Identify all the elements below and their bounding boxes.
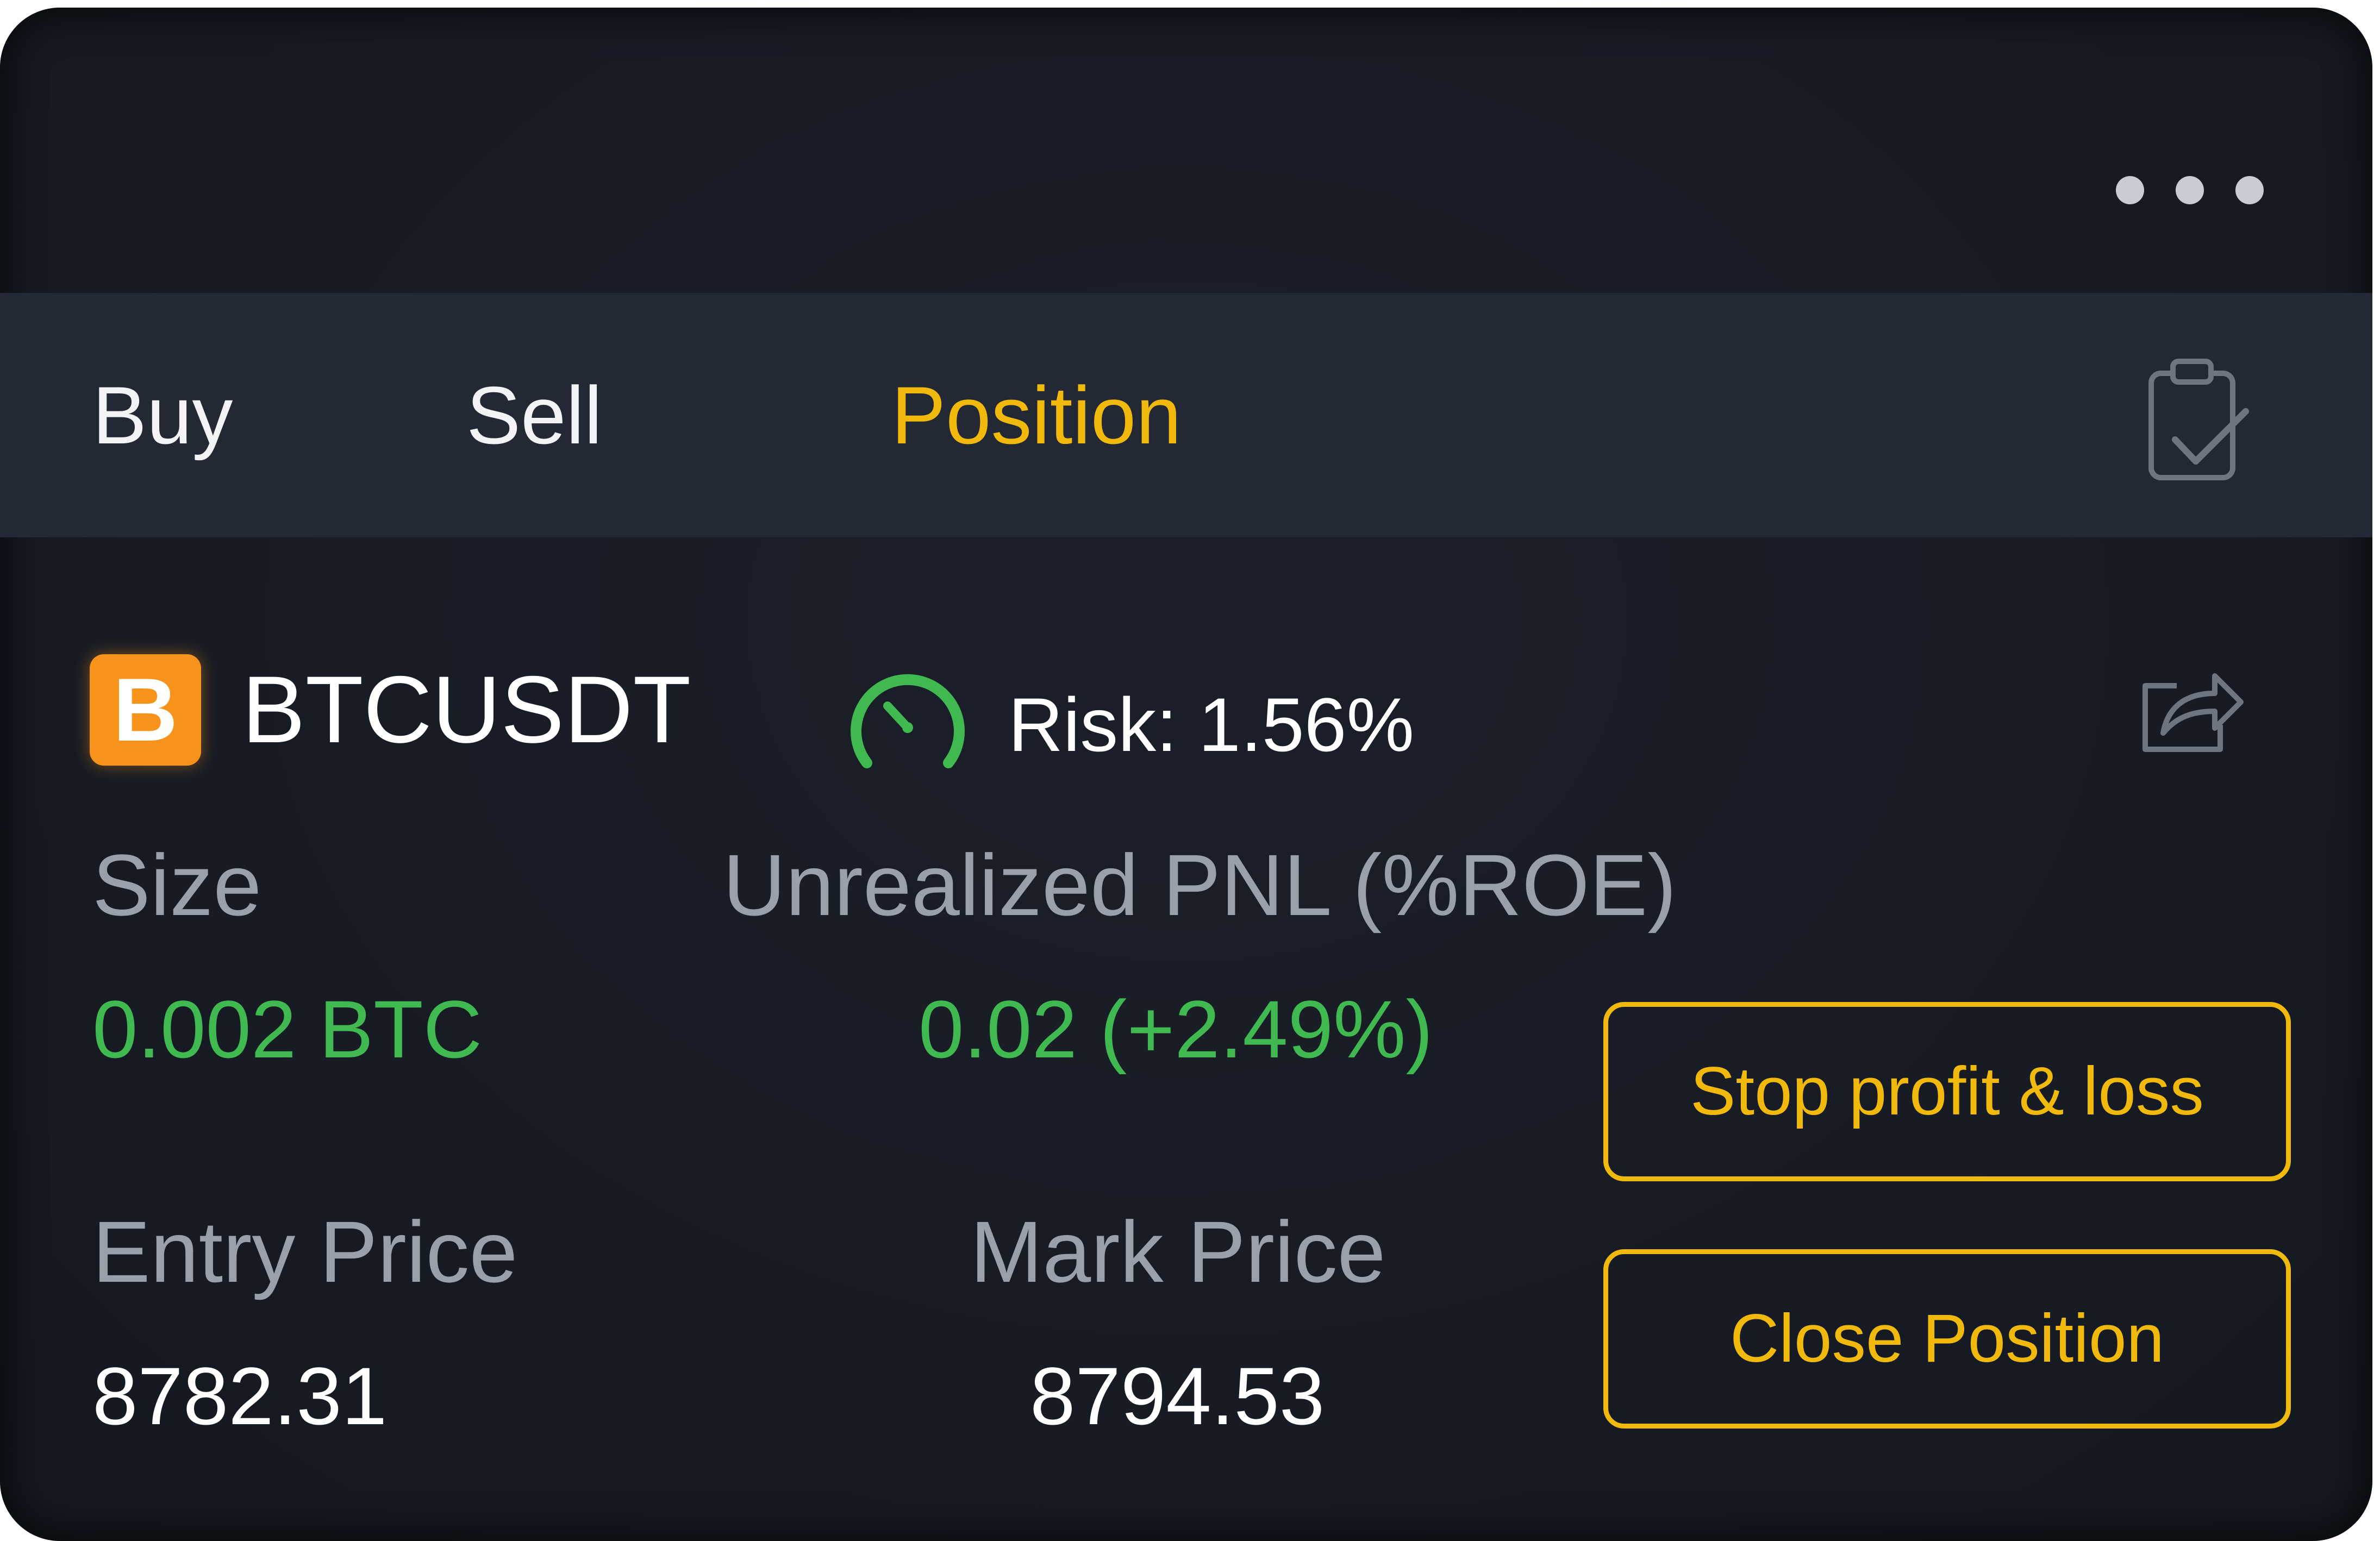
tab-sell[interactable]: Sell (466, 369, 603, 461)
risk-value: Risk: 1.56% (1008, 682, 1414, 767)
size-value: 0.002 BTC (92, 984, 483, 1075)
tab-position[interactable]: Position (891, 369, 1182, 461)
position-card: Buy Sell Position B BTCUSDT Risk: 1.56% … (0, 8, 2372, 1541)
mark-price-value: 8794.53 (1030, 1350, 1325, 1442)
mark-price-label: Mark Price (970, 1203, 1386, 1300)
unrealized-pnl-label: Unrealized PNL (%ROE) (723, 836, 1677, 934)
share-icon[interactable] (2139, 660, 2245, 755)
unrealized-pnl-value: 0.02 (+2.49%) (919, 984, 1433, 1075)
close-position-button[interactable]: Close Position (1603, 1249, 2291, 1429)
symbol-name: BTCUSDT (242, 657, 691, 763)
btc-coin-icon: B (90, 654, 201, 766)
tab-bar: Buy Sell Position (0, 293, 2372, 537)
entry-price-value: 8782.31 (92, 1350, 388, 1442)
stop-profit-loss-button[interactable]: Stop profit & loss (1603, 1002, 2291, 1181)
clipboard-check-icon[interactable] (2147, 358, 2250, 483)
size-label: Size (92, 836, 262, 934)
tab-buy[interactable]: Buy (92, 369, 233, 461)
entry-price-label: Entry Price (92, 1203, 518, 1300)
gauge-icon (851, 674, 965, 768)
more-horizontal-icon[interactable] (2116, 176, 2264, 204)
